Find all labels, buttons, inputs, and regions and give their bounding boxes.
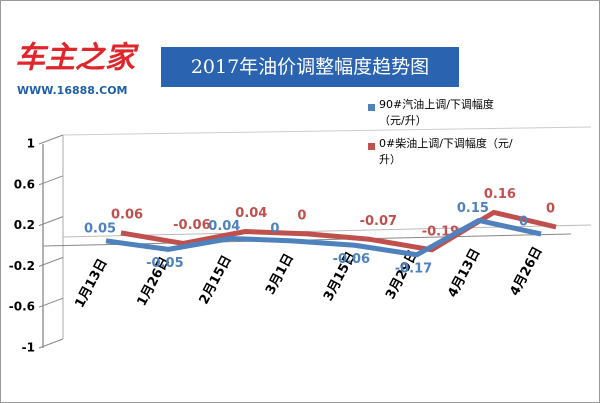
data-label: 0.05 bbox=[84, 221, 116, 236]
x-tick-label: 2月15日 bbox=[197, 253, 235, 307]
data-label: 0 bbox=[270, 221, 279, 236]
data-label: -0.05 bbox=[146, 256, 183, 271]
y-tick-label: 0.2 bbox=[14, 218, 35, 232]
tick-mark bbox=[38, 175, 64, 186]
tick-mark bbox=[38, 134, 64, 145]
data-label: -0.06 bbox=[333, 252, 370, 267]
logo-url: WWW.16888.COM bbox=[17, 84, 128, 97]
tick-mark bbox=[38, 256, 64, 267]
data-label: 0.04 bbox=[235, 206, 267, 221]
y-tick-label: 1 bbox=[27, 137, 35, 151]
data-label: 0.06 bbox=[111, 207, 143, 222]
x-tick-label: 1月13日 bbox=[72, 256, 110, 310]
data-label: 0 bbox=[519, 215, 528, 230]
y-tick-label: -1 bbox=[22, 341, 35, 355]
x-tick-label: 4月26日 bbox=[507, 244, 545, 298]
data-label: 0 bbox=[297, 208, 306, 223]
data-label: -0.06 bbox=[173, 218, 210, 233]
logo-text: 车主之家 bbox=[15, 41, 139, 76]
data-label: 0.16 bbox=[484, 187, 516, 202]
y-tick-label: 0.6 bbox=[14, 177, 35, 191]
series-line bbox=[105, 217, 542, 258]
tick-mark bbox=[38, 338, 64, 349]
data-label: -0.07 bbox=[360, 214, 397, 229]
legend-swatch bbox=[368, 143, 375, 150]
x-tick-label: 3月1日 bbox=[263, 251, 297, 297]
x-tick-label: 4月13日 bbox=[445, 246, 483, 300]
tick-mark bbox=[38, 297, 64, 308]
y-tick-label: -0.6 bbox=[9, 300, 35, 314]
y-tick-label: -0.2 bbox=[9, 259, 35, 273]
legend-entry: 0#柴油上调/下调幅度（元/升） bbox=[379, 137, 513, 166]
data-label: 0 bbox=[546, 202, 555, 217]
data-label: 0.15 bbox=[457, 201, 489, 216]
data-label: 0.04 bbox=[208, 219, 240, 234]
chart-title: 2017年油价调整幅度趋势图 bbox=[191, 56, 429, 78]
tick-mark bbox=[38, 216, 64, 227]
series-line bbox=[120, 209, 557, 253]
legend-entry: 90#汽油上调/下调幅度（元/升） bbox=[379, 98, 494, 127]
data-label: -0.17 bbox=[395, 261, 432, 276]
back-wall-top bbox=[62, 126, 592, 136]
legend-swatch bbox=[368, 104, 375, 111]
title-box bbox=[161, 47, 459, 87]
